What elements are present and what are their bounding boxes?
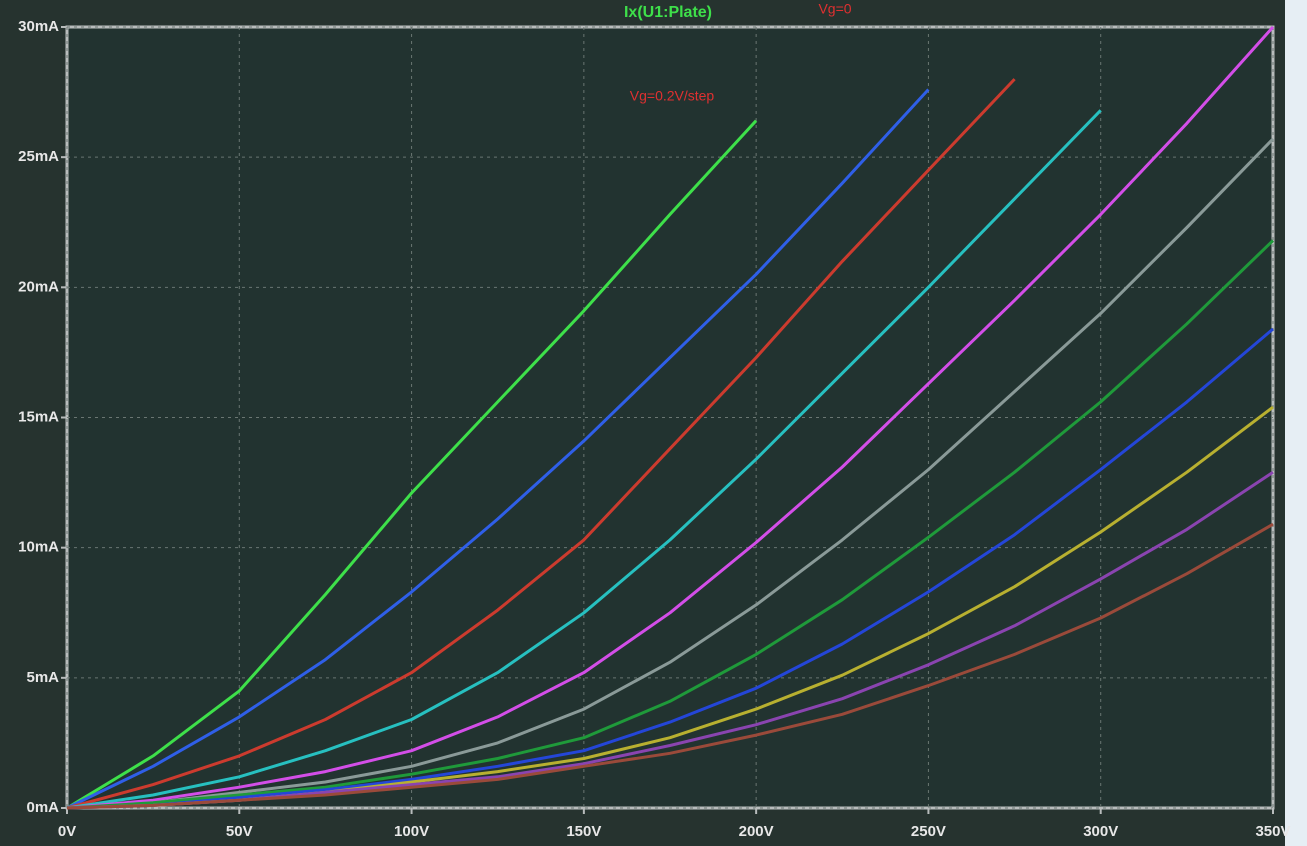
series-line bbox=[66, 327, 1274, 810]
y-tick-label: 10mA bbox=[18, 539, 59, 556]
series-line bbox=[66, 109, 1102, 810]
x-tick-label: 200V bbox=[739, 823, 774, 840]
x-tick-label: 150V bbox=[566, 823, 601, 840]
side-strip bbox=[1285, 0, 1307, 846]
series-line bbox=[66, 239, 1275, 810]
chart-title: Ix(U1:Plate) bbox=[624, 4, 712, 21]
x-tick-label: 250V bbox=[911, 823, 946, 840]
x-tick-label: 350V bbox=[1255, 823, 1290, 840]
series-line bbox=[66, 88, 930, 810]
series-line bbox=[66, 137, 1275, 810]
y-tick-label: 25mA bbox=[18, 148, 59, 165]
x-tick-label: 300V bbox=[1083, 823, 1118, 840]
annotation: Vg=0 bbox=[818, 1, 851, 17]
series-line bbox=[66, 119, 758, 810]
series-line bbox=[66, 78, 1016, 810]
y-tick-label: 15mA bbox=[18, 408, 59, 425]
x-tick-label: 50V bbox=[226, 823, 253, 840]
x-tick-label: 0V bbox=[58, 823, 76, 840]
y-tick-label: 30mA bbox=[18, 18, 59, 35]
y-tick-label: 5mA bbox=[26, 669, 59, 686]
series-line bbox=[66, 26, 1275, 810]
x-tick-label: 100V bbox=[394, 823, 429, 840]
series-line bbox=[66, 522, 1274, 810]
y-tick-label: 20mA bbox=[18, 278, 59, 295]
annotation: Vg=0.2V/step bbox=[630, 88, 715, 104]
y-tick-label: 0mA bbox=[26, 799, 59, 816]
